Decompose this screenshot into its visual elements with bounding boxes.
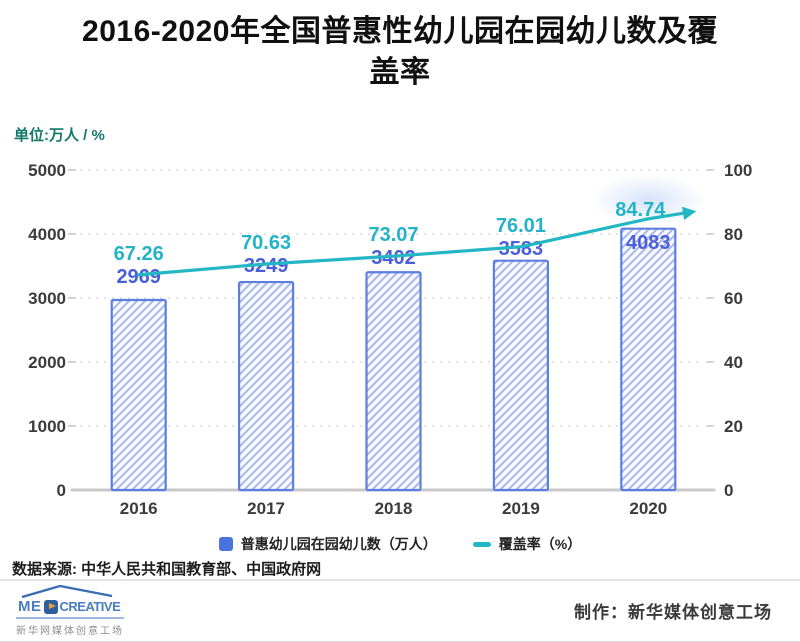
bar-2017 — [238, 280, 295, 492]
line-series-label: 覆盖率（%） — [498, 536, 582, 552]
right-axis-tick: 80 — [724, 225, 743, 244]
bar-2020 — [620, 227, 677, 492]
bar-2019 — [492, 259, 549, 492]
combo-chart: 0 1000 2000 3000 4000 5000 0 20 40 60 80 100 2016 296… — [28, 161, 752, 518]
line-series-swatch-icon — [472, 541, 491, 547]
coverage-value-label: 67.26 — [114, 243, 164, 265]
legend-item-line: 覆盖率（%） — [472, 534, 582, 554]
bar-value-label: 3249 — [244, 255, 289, 277]
left-axis-tick: 5000 — [28, 161, 66, 180]
data-source: 数据来源: 中华人民共和国教育部、中国政府网 — [12, 561, 322, 578]
legend-item-bar: 普惠幼儿园在园幼儿数（万人） — [218, 534, 437, 554]
left-axis-tick: 2000 — [28, 353, 66, 372]
coverage-value-label: 70.63 — [241, 232, 291, 254]
play-icon — [43, 599, 58, 614]
divider-line — [0, 579, 800, 581]
bar-2016 — [110, 298, 167, 492]
left-axis-tick: 3000 — [28, 289, 66, 308]
x-axis-label: 2019 — [502, 499, 540, 518]
right-axis-tick: 100 — [724, 161, 752, 180]
bar-value-label: 2969 — [116, 266, 161, 288]
bar-value-label: 4083 — [626, 232, 671, 254]
left-axis-tick: 1000 — [28, 417, 66, 436]
coverage-value-label: 84.74 — [615, 199, 666, 221]
coverage-line — [137, 206, 697, 277]
logo-wordmark-prefix: ME — [18, 598, 42, 615]
x-axis-label: 2018 — [375, 499, 413, 518]
left-axis-tick: 4000 — [28, 225, 66, 244]
right-axis-tick: 0 — [724, 481, 733, 500]
left-axis-tick: 0 — [57, 481, 66, 500]
right-axis-tick: 40 — [724, 353, 743, 372]
bar-series-swatch-icon — [218, 537, 233, 551]
x-axis-label: 2017 — [247, 499, 285, 518]
right-axis-tick: 20 — [724, 417, 743, 436]
x-axis-label: 2016 — [120, 499, 158, 518]
medcreative-logo: ME CREATIVE 新华网媒体创意工场 — [16, 584, 125, 637]
coverage-value-label: 73.07 — [368, 224, 418, 246]
logo-wordmark-suffix: CREATIVE — [59, 599, 121, 614]
infographic-page: 2016-2020年全国普惠性幼儿园在园幼儿数及覆盖率 单位:万人 / % 0 1… — [0, 12, 800, 642]
logo-wordmark: ME CREATIVE — [16, 598, 125, 619]
bar-series-label: 普惠幼儿园在园幼儿数（万人） — [240, 536, 437, 552]
logo-roof-icon — [21, 584, 113, 598]
bar-2018 — [365, 271, 422, 492]
chart-legend: 普惠幼儿园在园幼儿数（万人） 覆盖率（%） — [0, 534, 800, 554]
right-axis-tick: 60 — [724, 289, 743, 308]
coverage-value-label: 76.01 — [496, 215, 546, 237]
bar-value-label: 3402 — [371, 247, 416, 269]
unit-label: 单位:万人 / % — [14, 127, 105, 144]
credit-text: 制作：新华媒体创意工场 — [574, 603, 772, 622]
page-title: 2016-2020年全国普惠性幼儿园在园幼儿数及覆盖率 — [82, 15, 718, 89]
x-axis-label: 2020 — [629, 499, 667, 518]
